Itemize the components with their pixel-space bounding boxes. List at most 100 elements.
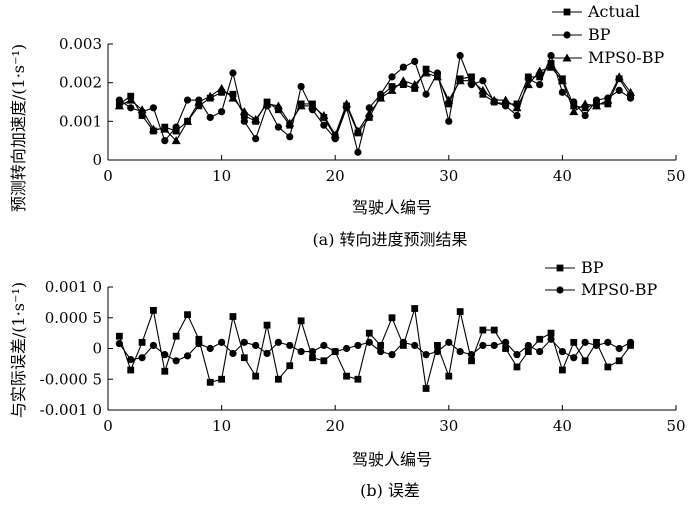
data-point-b-2 [592, 341, 601, 350]
data-point-b-2 [411, 341, 419, 350]
data-point-b-2 [570, 354, 578, 362]
data-point-b-2 [490, 341, 498, 350]
data-point-a-3 [217, 83, 227, 92]
data-point-b-2 [354, 341, 362, 350]
caption-a: (a) 转向进度预测结果 [312, 230, 467, 249]
y-tick-label: 0.002 [59, 74, 102, 92]
data-point-a-2 [592, 96, 601, 104]
data-point-a-2 [115, 96, 123, 104]
data-point-b-1 [559, 366, 566, 374]
data-point-a-2 [411, 57, 419, 65]
data-point-b-2 [433, 347, 442, 356]
data-point-a-3 [489, 95, 499, 104]
data-point-b-1 [343, 372, 350, 380]
data-point-a-1 [195, 102, 203, 110]
data-point-a-2 [320, 121, 328, 129]
data-point-b-2 [377, 347, 385, 356]
data-point-b-1 [252, 372, 260, 380]
data-point-b-1 [297, 317, 305, 325]
x-tick-label: 20 [326, 167, 345, 185]
data-point-a-2 [536, 81, 544, 89]
data-point-a-3 [319, 111, 329, 120]
data-point-a-3 [160, 124, 170, 133]
data-point-b-1 [150, 306, 157, 314]
series-line-b-2 [118, 338, 631, 362]
data-point-b-2 [547, 335, 555, 343]
data-point-b-2 [240, 338, 248, 346]
data-point-b-1 [411, 305, 419, 312]
x-tick-label: 40 [553, 417, 572, 435]
data-point-b-2 [297, 347, 305, 356]
data-point-a-2 [297, 82, 305, 91]
caption-b: (b) 误差 [360, 481, 420, 500]
data-point-a-3 [535, 66, 545, 75]
data-point-b-2 [626, 338, 635, 346]
series-line-a-3 [119, 66, 632, 142]
data-point-b-1 [263, 321, 271, 329]
data-point-a-1 [411, 85, 419, 92]
data-point-a-2 [388, 73, 396, 81]
data-point-a-3 [432, 72, 442, 81]
data-point-a-3 [569, 107, 579, 116]
data-point-b-1 [490, 326, 498, 334]
data-point-a-3 [603, 95, 613, 104]
data-point-b-1 [502, 345, 509, 352]
data-point-a-2 [274, 123, 282, 131]
x-tick-label: 0 [103, 417, 113, 435]
x-tick-label: 10 [212, 417, 231, 435]
data-point-b-1 [388, 314, 396, 322]
data-point-a-3 [126, 95, 136, 104]
data-point-b-1 [468, 357, 475, 365]
data-point-b-1 [206, 378, 214, 386]
x-tick-label: 40 [553, 167, 572, 185]
data-point-b-2 [115, 339, 123, 348]
legend-label: BP [581, 258, 604, 277]
y-axis-label-b: 与实际误差/(1·s⁻¹) [9, 282, 28, 418]
data-point-a-2 [581, 111, 589, 120]
data-point-b-2 [342, 344, 351, 353]
data-point-b-2 [308, 347, 317, 356]
data-point-b-1 [320, 357, 328, 365]
data-point-a-1 [479, 90, 487, 98]
data-point-b-2 [183, 352, 192, 360]
data-point-b-1 [365, 329, 373, 337]
data-point-a-1 [240, 112, 248, 119]
data-point-b-1 [354, 375, 362, 383]
data-point-a-3 [194, 97, 204, 106]
data-point-a-1 [218, 88, 225, 96]
data-point-b-2 [536, 347, 544, 356]
data-point-b-1 [513, 363, 521, 371]
data-point-b-2 [320, 341, 328, 350]
data-point-a-1 [581, 104, 589, 112]
data-point-b-1 [138, 338, 146, 346]
data-point-b-2 [524, 341, 532, 350]
x-tick-label: 50 [666, 167, 685, 185]
data-point-b-1 [184, 311, 191, 319]
data-point-b-1 [434, 342, 441, 349]
data-point-b-1 [195, 335, 203, 343]
data-point-b-2 [445, 338, 453, 346]
data-point-b-2 [456, 347, 464, 356]
y-tick-label: -0.001 0 [40, 401, 102, 419]
data-point-a-1 [445, 100, 453, 108]
data-point-b-1 [536, 335, 544, 343]
legend-label: MPS0-BP [588, 48, 664, 67]
data-point-a-3 [591, 101, 601, 110]
data-point-b-2 [331, 347, 339, 356]
data-point-a-3 [262, 99, 272, 108]
data-point-a-2 [626, 94, 635, 102]
data-point-b-2 [138, 354, 146, 362]
data-point-b-1 [275, 375, 282, 383]
legend-marker [563, 8, 571, 16]
legend-marker [556, 264, 564, 272]
data-point-a-2 [161, 137, 169, 145]
data-point-a-3 [353, 126, 363, 135]
data-point-a-1 [365, 114, 373, 121]
data-point-b-1 [422, 385, 430, 392]
data-point-a-3 [398, 76, 408, 85]
data-point-a-3 [410, 80, 420, 89]
data-point-a-2 [252, 135, 260, 143]
data-point-b-2 [399, 338, 407, 346]
data-point-b-2 [467, 351, 476, 359]
legend-label: BP [588, 25, 611, 44]
